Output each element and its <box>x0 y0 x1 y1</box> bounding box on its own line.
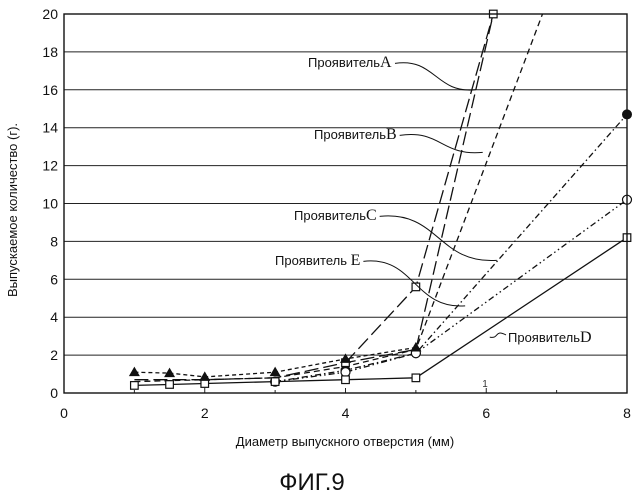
x-tick-label-2: 2 <box>201 405 209 421</box>
figure-caption: ФИГ.9 <box>279 469 345 496</box>
callout-leader-A <box>395 63 476 90</box>
y-tick-label-12: 12 <box>42 158 58 174</box>
callout-leader-B <box>400 134 483 152</box>
callout-text-B: Проявитель <box>314 127 386 142</box>
data-point-s4-0 <box>131 382 139 390</box>
x-tick-label-0: 0 <box>60 405 68 421</box>
y-tick-label-0: 0 <box>50 385 58 401</box>
data-point-s4-4 <box>342 376 350 384</box>
callout-text-D: Проявитель <box>508 330 580 345</box>
y-tick-label-6: 6 <box>50 271 58 287</box>
data-point-s3-1 <box>341 368 350 377</box>
y-tick-label-18: 18 <box>42 44 58 60</box>
y-tick-label-10: 10 <box>42 196 58 212</box>
data-point-s6-5 <box>410 342 421 352</box>
callout-leader-D <box>490 333 506 337</box>
callout-label-A: ПроявительA <box>308 54 392 71</box>
callout-letter-E: E <box>351 252 361 269</box>
callout-label-D: ПроявительD <box>508 329 592 346</box>
x-tick-label-6: 6 <box>482 405 490 421</box>
data-point-s4-5 <box>412 374 420 382</box>
callout-text-C: Проявитель <box>294 208 366 223</box>
x-tick-label-4: 4 <box>342 405 350 421</box>
x-tick-label-8: 8 <box>623 405 631 421</box>
callout-label-E: Проявитель E <box>275 252 360 269</box>
callout-letter-A: A <box>380 54 392 71</box>
callout-letter-B: B <box>386 126 397 143</box>
callout-label-B: ПроявительB <box>314 126 397 143</box>
x-axis-label: Диаметр выпускного отверстия (мм) <box>236 434 454 449</box>
callout-letter-D: D <box>580 329 592 346</box>
y-tick-label-4: 4 <box>50 309 58 325</box>
callout-leader-E <box>363 261 465 306</box>
grid <box>64 52 627 355</box>
y-axis-label: Выпускаемое количество (г). <box>5 123 20 297</box>
y-tick-label-2: 2 <box>50 347 58 363</box>
callout-text-E: Проявитель <box>275 253 351 268</box>
callout-letter-C: C <box>366 207 377 224</box>
series-line-4 <box>134 238 627 386</box>
y-tick-label-14: 14 <box>42 120 58 136</box>
data-point-s6-0 <box>129 367 140 377</box>
data-point-s4-3 <box>271 378 279 386</box>
callout-label-C: ПроявительC <box>294 207 377 224</box>
y-tick-label-8: 8 <box>50 233 58 249</box>
data-point-s4-1 <box>166 381 174 389</box>
y-tick-label-16: 16 <box>42 82 58 98</box>
callout-text-A: Проявитель <box>308 55 380 70</box>
y-tick-label-20: 20 <box>42 6 58 22</box>
data-point-s6-3 <box>270 367 281 377</box>
bottom-mark: 1 <box>482 379 488 390</box>
